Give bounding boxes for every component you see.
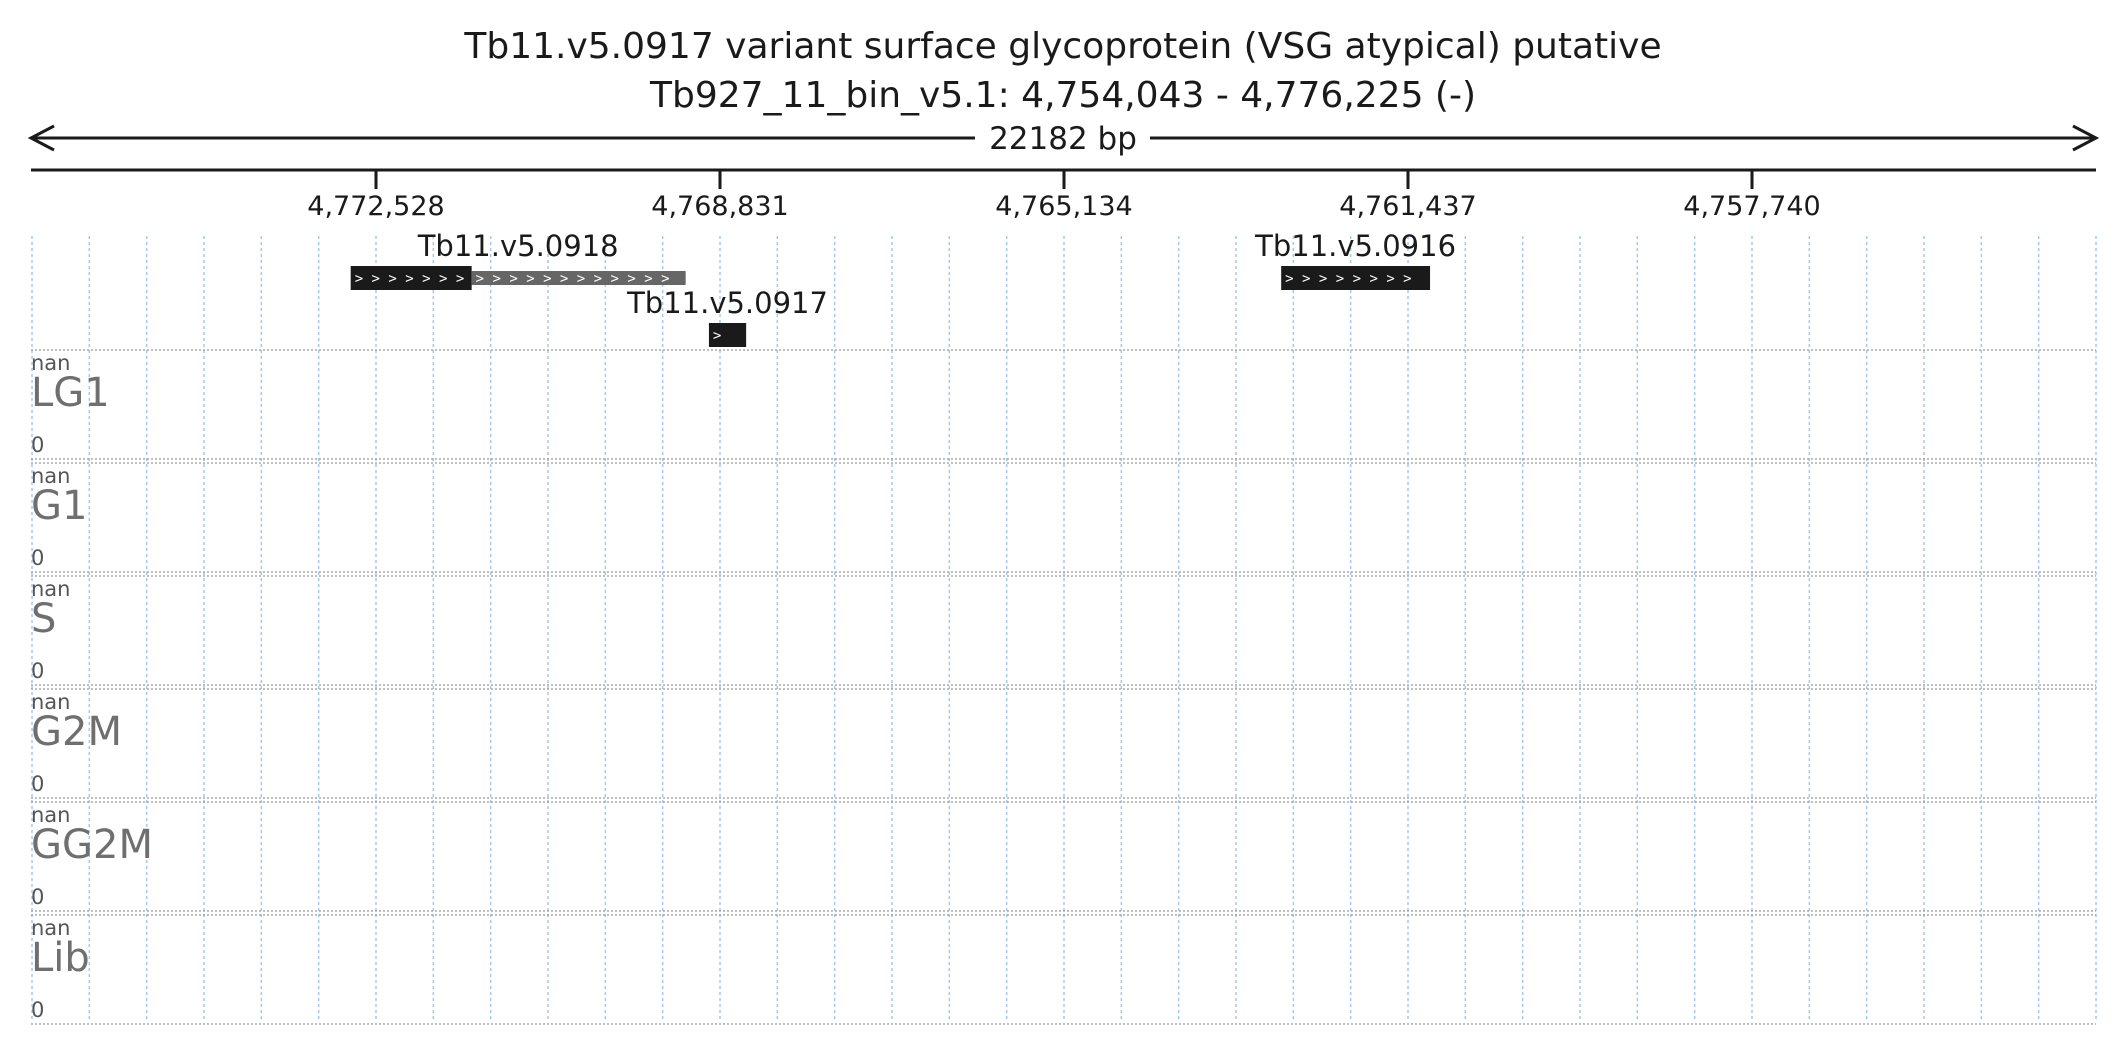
- track-max-label: nan: [31, 577, 71, 601]
- track-min-label: 0: [31, 885, 44, 909]
- gene-cds-block[interactable]: [708, 323, 747, 347]
- track-max-label: nan: [31, 803, 71, 827]
- gene-feature[interactable]: > Tb11.v5.0917: [626, 286, 828, 347]
- gene-cds-block[interactable]: [350, 266, 472, 290]
- tick-label: 4,761,437: [1339, 191, 1476, 222]
- gene-name-label: Tb11.v5.0917: [626, 286, 828, 320]
- span-length-label: 22182 bp: [989, 121, 1137, 157]
- track-name-label: GG2M: [31, 822, 153, 868]
- gene-cds-block[interactable]: [1281, 266, 1431, 290]
- track-min-label: 0: [31, 998, 44, 1022]
- track-max-label: nan: [31, 464, 71, 488]
- track-min-label: 0: [31, 546, 44, 570]
- track-max-label: nan: [31, 690, 71, 714]
- gene-name-label: Tb11.v5.0916: [1254, 229, 1456, 263]
- strand-chevrons-icon: > > > > > > > > > > > >: [476, 271, 670, 287]
- track-min-label: 0: [31, 659, 44, 683]
- tick-label: 4,772,528: [307, 191, 444, 222]
- strand-chevrons-icon: >: [713, 328, 721, 344]
- arrow-left-icon: [27, 124, 55, 152]
- locus-coordinates: Tb927_11_bin_v5.1: 4,754,043 - 4,776,225…: [649, 75, 1476, 116]
- strand-chevrons-icon: > > > > > > >: [355, 271, 465, 287]
- track-min-label: 0: [31, 433, 44, 457]
- gene-utr-block[interactable]: [471, 271, 686, 285]
- track-name-label: LG1: [31, 370, 110, 416]
- track-max-label: nan: [31, 351, 71, 375]
- gene-feature[interactable]: > > > > > > > > > > > > > > > > > > > Tb11…: [350, 229, 686, 290]
- gene-track: > > > > > > > > > > > > > > > > > > >Tb11…: [350, 229, 1456, 347]
- track-name-label: Lib: [31, 935, 90, 981]
- strand-chevrons-icon: > > > > > > > >: [1285, 271, 1411, 287]
- tick-label: 4,757,740: [1683, 191, 1820, 222]
- tick-label: 4,765,134: [995, 191, 1132, 222]
- axis-ticks: 4,772,528 4,768,831 4,765,134 4,761,437 4,75…: [307, 170, 1821, 222]
- track-name-label: G2M: [31, 709, 122, 755]
- track-min-label: 0: [31, 772, 44, 796]
- arrow-right-icon: [2072, 124, 2100, 152]
- track-max-label: nan: [31, 916, 71, 940]
- background-grid: [31, 236, 2097, 1020]
- track-name-label: S: [31, 596, 56, 642]
- gene-title: Tb11.v5.0917 variant surface glycoprotei…: [463, 26, 1661, 67]
- tick-label: 4,768,831: [651, 191, 788, 222]
- gene-name-label: Tb11.v5.0918: [417, 229, 619, 263]
- track-name-label: G1: [31, 483, 87, 529]
- span-arrow: [27, 124, 2100, 152]
- gene-feature[interactable]: > > > > > > > > Tb11.v5.0916: [1254, 229, 1456, 290]
